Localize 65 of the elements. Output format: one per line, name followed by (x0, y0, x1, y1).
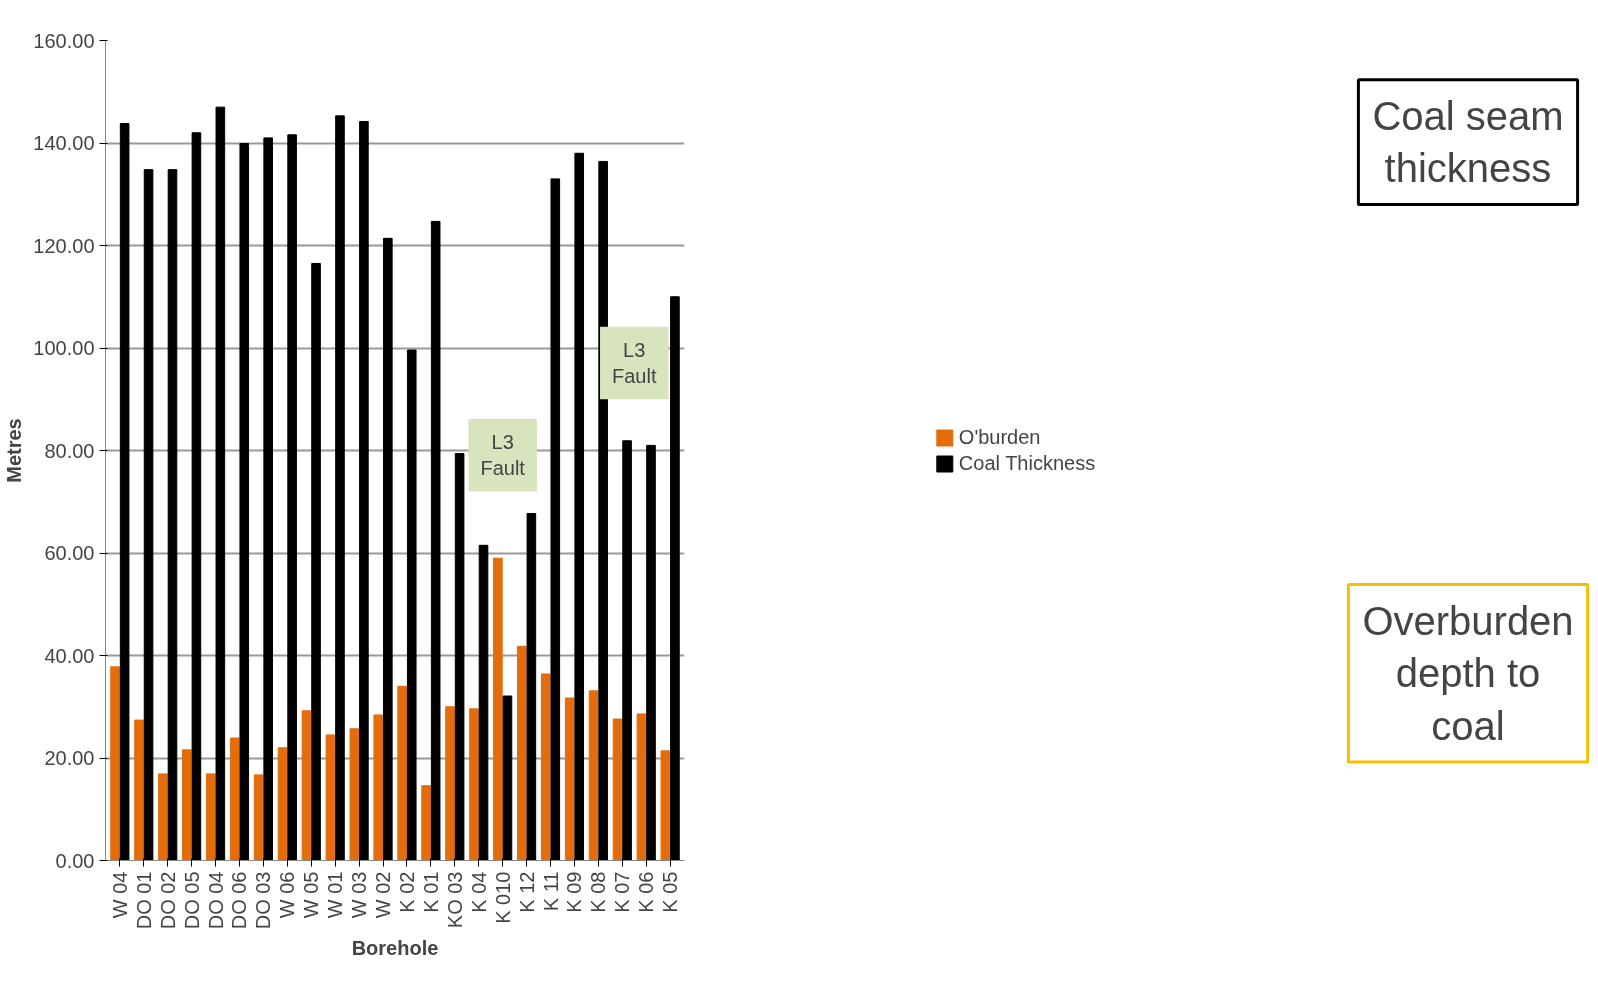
bar (110, 666, 120, 861)
bar (277, 747, 288, 861)
bar (564, 697, 575, 861)
x-tick-label: W 01 (324, 871, 347, 919)
annotation: L3 Fault (612, 338, 657, 388)
y-tick-label: 100.00 (33, 337, 95, 359)
bar (421, 785, 431, 861)
x-tick-label: K 09 (563, 871, 586, 913)
y-tick-label: 60.00 (44, 542, 95, 564)
annotation: L3 Fault (480, 431, 526, 480)
x-tick-label: K 08 (587, 871, 610, 913)
y-axis-title: Metres (3, 418, 26, 483)
x-tick-label: W 02 (372, 871, 395, 919)
bar (205, 773, 216, 861)
legend-label: Coal Thickness (958, 451, 1096, 475)
x-tick-label: DO 01 (132, 871, 155, 930)
bar (349, 728, 360, 861)
bar (588, 690, 599, 861)
bar (301, 710, 312, 861)
bar (134, 719, 144, 861)
bar (253, 774, 264, 861)
y-tick-label: 80.00 (44, 439, 95, 462)
x-tick-label: DO 03 (252, 871, 275, 930)
x-tick-label: K 12 (515, 871, 538, 913)
bar (397, 685, 407, 861)
x-tick-label: K 010 (491, 871, 514, 924)
legend-label: O'burden (958, 425, 1041, 449)
y-tick-label: 0.00 (55, 849, 95, 872)
y-tick-label: 40.00 (44, 644, 95, 667)
bar (325, 734, 336, 861)
bar (636, 713, 647, 861)
x-tick-label: W 04 (108, 871, 131, 919)
bar (493, 557, 503, 861)
x-tick-label: K 01 (419, 871, 442, 913)
bar (229, 737, 240, 861)
text: Coal seam thickness (1372, 93, 1564, 191)
x-tick-label: K 11 (539, 871, 562, 912)
bar (469, 708, 479, 861)
y-tick-label: 120.00 (33, 234, 95, 257)
x-axis-title: Borehole (351, 937, 439, 960)
bar (660, 750, 671, 861)
x-tick-label: W 03 (348, 871, 371, 919)
x-tick-label: DO 06 (228, 871, 251, 930)
x-tick-label: K 07 (611, 871, 634, 913)
x-tick-label: DO 04 (204, 871, 227, 930)
bar (540, 673, 551, 861)
bar (182, 749, 192, 861)
bar (612, 718, 623, 861)
x-tick-label: W 06 (276, 871, 299, 919)
x-tick-label: DO 02 (156, 871, 179, 930)
y-tick-label: 20.00 (44, 747, 95, 769)
bar (517, 645, 527, 861)
x-tick-label: K 02 (395, 871, 418, 913)
y-tick-label: 140.00 (33, 132, 95, 154)
bar (373, 714, 384, 861)
x-tick-label: W 05 (300, 871, 323, 919)
bar (445, 706, 455, 861)
x-tick-label: KO 03 (443, 871, 466, 929)
x-tick-label: K 05 (659, 871, 682, 913)
bar (158, 773, 168, 861)
x-tick-label: DO 05 (180, 871, 203, 930)
text: Overburden depth to coal (1362, 598, 1574, 749)
y-tick-label: 160.00 (33, 29, 95, 52)
x-tick-label: K 04 (467, 871, 490, 913)
x-tick-label: K 06 (635, 871, 658, 913)
